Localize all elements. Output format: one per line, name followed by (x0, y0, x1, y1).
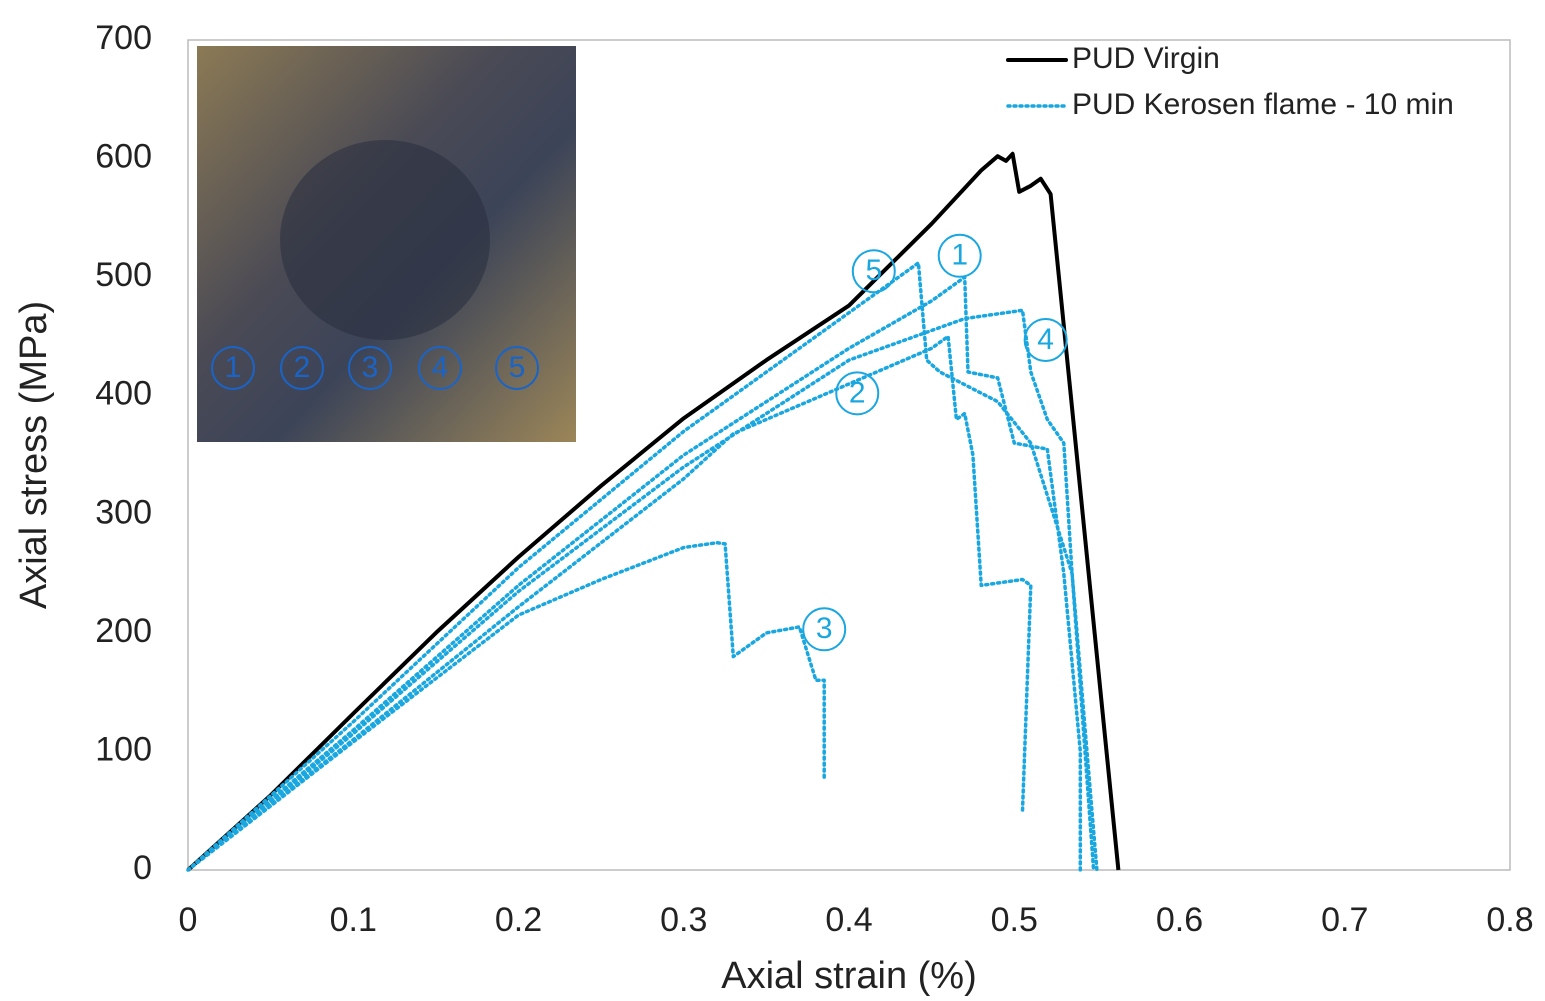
y-tick-label: 100 (95, 730, 152, 768)
y-tick-label: 300 (95, 493, 152, 531)
y-tick-label: 500 (95, 256, 152, 294)
inset-circle (495, 346, 539, 390)
burn-mark (280, 140, 490, 340)
inset-circle (211, 346, 255, 390)
series-line (186, 261, 1099, 872)
y-tick-label: 400 (95, 375, 152, 413)
inset-label: 4 (432, 351, 449, 384)
inset-label: 1 (225, 351, 242, 384)
inset-label: 2 (294, 351, 311, 384)
x-tick-label: 0.5 (991, 901, 1038, 939)
inset-label: 3 (362, 351, 379, 384)
x-tick-label: 0.2 (495, 901, 542, 939)
annotation: 4 (1037, 323, 1054, 356)
inset-circle (280, 346, 324, 390)
x-tick-label: 0.6 (1156, 901, 1203, 939)
annotation: 2 (849, 376, 866, 409)
x-tick-label: 0.8 (1486, 901, 1533, 939)
y-tick-label: 0 (133, 849, 152, 887)
photo-inset (197, 46, 576, 442)
x-axis-title: Axial strain (%) (721, 955, 977, 997)
legend-label: PUD Virgin (1072, 42, 1220, 75)
x-tick-label: 0.1 (330, 901, 377, 939)
x-tick-label: 0.7 (1321, 901, 1368, 939)
y-axis-title: Axial stress (MPa) (13, 301, 55, 609)
annotation-circle (937, 233, 982, 278)
x-tick-label: 0.3 (660, 901, 707, 939)
y-tick-label: 600 (95, 138, 152, 176)
x-tick-label: 0.4 (825, 901, 872, 939)
y-tick-label: 200 (95, 612, 152, 650)
annotation-circle (851, 249, 896, 294)
annotation: 3 (816, 612, 833, 645)
legend-label: PUD Kerosen flame - 10 min (1072, 88, 1454, 121)
annotation: 1 (951, 239, 968, 272)
inset-circle (418, 346, 462, 390)
plot-frame (187, 39, 1511, 871)
inset-circle (348, 346, 392, 390)
annotation-circle (802, 607, 847, 652)
annotation-circle (1023, 317, 1068, 362)
x-tick-label: 0 (179, 901, 198, 939)
annotation-circle (835, 371, 880, 416)
annotation: 5 (865, 254, 882, 287)
series-line (186, 151, 1121, 872)
inset-label: 5 (509, 351, 526, 384)
y-tick-label: 700 (95, 19, 152, 57)
